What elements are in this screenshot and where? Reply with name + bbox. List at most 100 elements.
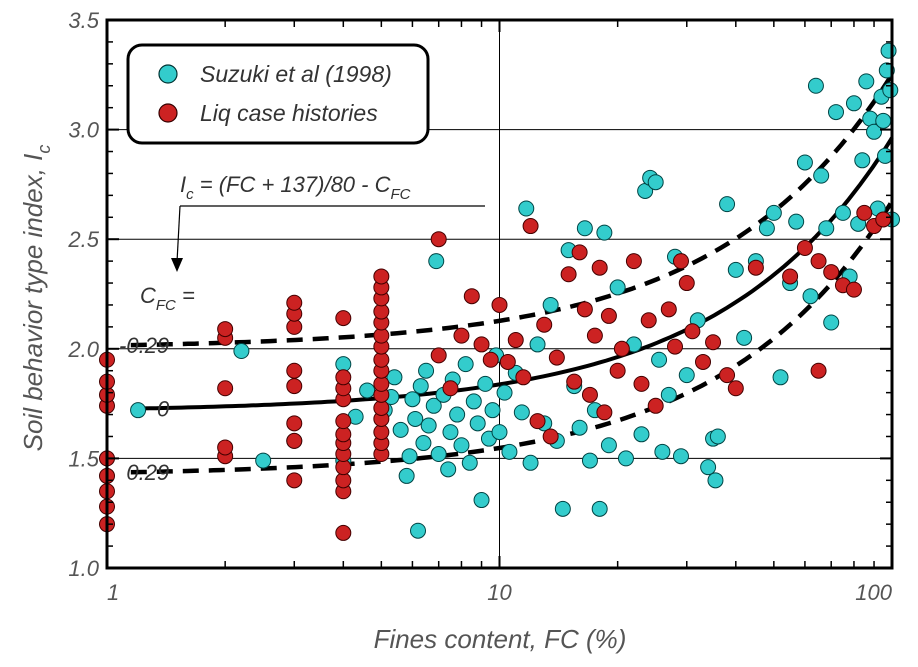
suzuki-point xyxy=(596,224,613,241)
liq-point xyxy=(591,259,608,276)
curve-cfc-0 xyxy=(130,136,894,411)
suzuki-point xyxy=(858,73,875,90)
liq-point xyxy=(482,351,499,368)
liq-point xyxy=(875,211,892,228)
liq-point xyxy=(576,301,593,318)
liq-point xyxy=(845,281,862,298)
liq-point xyxy=(286,378,303,395)
liq-point xyxy=(499,353,516,370)
suzuki-point xyxy=(398,467,415,484)
suzuki-point xyxy=(788,213,805,230)
suzuki-point xyxy=(617,450,634,467)
suzuki-point xyxy=(410,522,427,539)
suzuki-point xyxy=(633,426,650,443)
liq-point xyxy=(823,264,840,281)
liq-point xyxy=(335,524,352,541)
suzuki-point xyxy=(513,404,530,421)
suzuki-point xyxy=(415,435,432,452)
suzuki-point xyxy=(727,261,744,278)
liq-point xyxy=(335,310,352,327)
liq-point xyxy=(581,386,598,403)
liq-point xyxy=(586,327,603,344)
suzuki-point xyxy=(359,382,376,399)
liq-point xyxy=(747,259,764,276)
suzuki-point xyxy=(654,443,671,460)
liq-point xyxy=(660,301,677,318)
liq-point xyxy=(453,327,470,344)
suzuki-point xyxy=(600,437,617,454)
suzuki-point xyxy=(862,110,879,127)
liq-point xyxy=(600,307,617,324)
liq-point xyxy=(217,321,234,338)
suzuki-point xyxy=(672,448,689,465)
liq-point xyxy=(286,294,303,311)
suzuki-point xyxy=(392,421,409,438)
legend-marker-suzuki xyxy=(158,64,178,84)
suzuki-point xyxy=(877,147,894,164)
liq-point xyxy=(335,369,352,386)
suzuki-point xyxy=(420,417,437,434)
suzuki-point xyxy=(882,82,899,99)
curve-label: 0 xyxy=(157,397,170,422)
suzuki-point xyxy=(609,279,626,296)
suzuki-point xyxy=(765,204,782,221)
suzuki-point xyxy=(522,454,539,471)
liq-point xyxy=(810,253,827,270)
suzuki-point xyxy=(554,500,571,517)
y-tick-label: 1.5 xyxy=(68,446,99,471)
suzuki-point xyxy=(428,253,445,270)
equation-annotation: Ic = (FC + 137)/80 - CFC CFC = xyxy=(140,172,485,314)
suzuki-point xyxy=(473,492,490,509)
liq-point xyxy=(796,239,813,256)
liq-point xyxy=(491,296,508,313)
suzuki-point xyxy=(854,152,871,169)
legend-marker-liq xyxy=(158,103,178,123)
suzuki-point xyxy=(386,369,403,386)
curve-label: 0.29 xyxy=(126,460,169,485)
equation-text: Ic = (FC + 137)/80 - CFC xyxy=(180,172,411,203)
suzuki-point xyxy=(461,454,478,471)
liq-point xyxy=(596,404,613,421)
legend-box xyxy=(126,43,430,145)
suzuki-point xyxy=(453,437,470,454)
liq-point xyxy=(647,397,664,414)
liq-point xyxy=(515,369,532,386)
liq-point xyxy=(727,380,744,397)
x-tick-label: 1 xyxy=(107,580,119,605)
y-tick-label: 2.0 xyxy=(67,337,99,362)
liq-point xyxy=(463,288,480,305)
curve-cfc--0.29 xyxy=(130,73,894,348)
suzuki-point xyxy=(807,77,824,94)
liq-point xyxy=(667,338,684,355)
liq-point xyxy=(566,373,583,390)
y-tick-label: 2.5 xyxy=(67,227,99,252)
liq-point xyxy=(286,432,303,449)
suzuki-point xyxy=(491,424,508,441)
suzuki-point xyxy=(440,461,457,478)
suzuki-point xyxy=(484,402,501,419)
suzuki-point xyxy=(255,452,272,469)
legend-label-suzuki: Suzuki et al (1998) xyxy=(200,61,392,87)
suzuki-point xyxy=(818,220,835,237)
suzuki-point xyxy=(700,459,717,476)
liq-point xyxy=(684,323,701,340)
liq-point xyxy=(217,380,234,397)
suzuki-point xyxy=(736,329,753,346)
suzuki-point xyxy=(465,393,482,410)
liq-point xyxy=(430,347,447,364)
suzuki-point xyxy=(802,288,819,305)
y-axis-title: Soil behavior type index, Ic xyxy=(18,145,54,452)
suzuki-point xyxy=(477,375,494,392)
suzuki-point xyxy=(542,296,559,313)
suzuki-point xyxy=(834,204,851,221)
legend: Suzuki et al (1998) Liq case histories xyxy=(126,43,430,145)
liq-point xyxy=(548,349,565,366)
liq-point xyxy=(609,362,626,379)
liq-point xyxy=(373,268,390,285)
liq-point xyxy=(430,231,447,248)
suzuki-point xyxy=(660,386,677,403)
liq-point xyxy=(625,253,642,270)
suzuki-point xyxy=(571,419,588,436)
suzuki-point xyxy=(581,452,598,469)
